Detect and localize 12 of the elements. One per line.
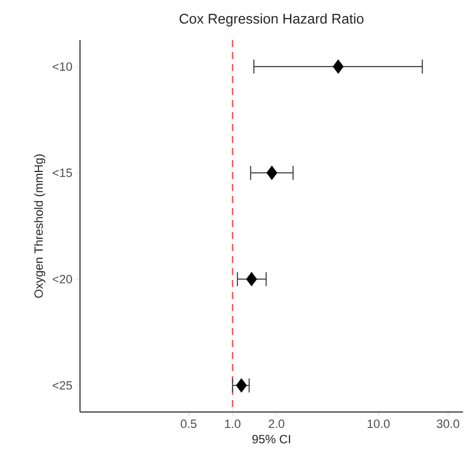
x-tick-label: 30.0 [436, 420, 460, 428]
y-tick-label: <15 [52, 168, 72, 178]
x-tick-label: 1.0 [225, 420, 240, 428]
chart-title: Cox Regression Hazard Ratio [180, 13, 364, 26]
x-tick-label: 0.5 [180, 420, 196, 428]
x-tick-label: 10.0 [368, 420, 390, 428]
x-tick-label: 2.0 [268, 420, 284, 428]
y-tick-label: <10 [52, 62, 72, 71]
y-tick-label: <20 [52, 274, 72, 284]
x-axis-title: 95% CI [252, 434, 290, 444]
y-tick-label: <25 [52, 381, 72, 390]
y-axis-title: Oxygen Threshold (mmHg) [34, 154, 46, 298]
